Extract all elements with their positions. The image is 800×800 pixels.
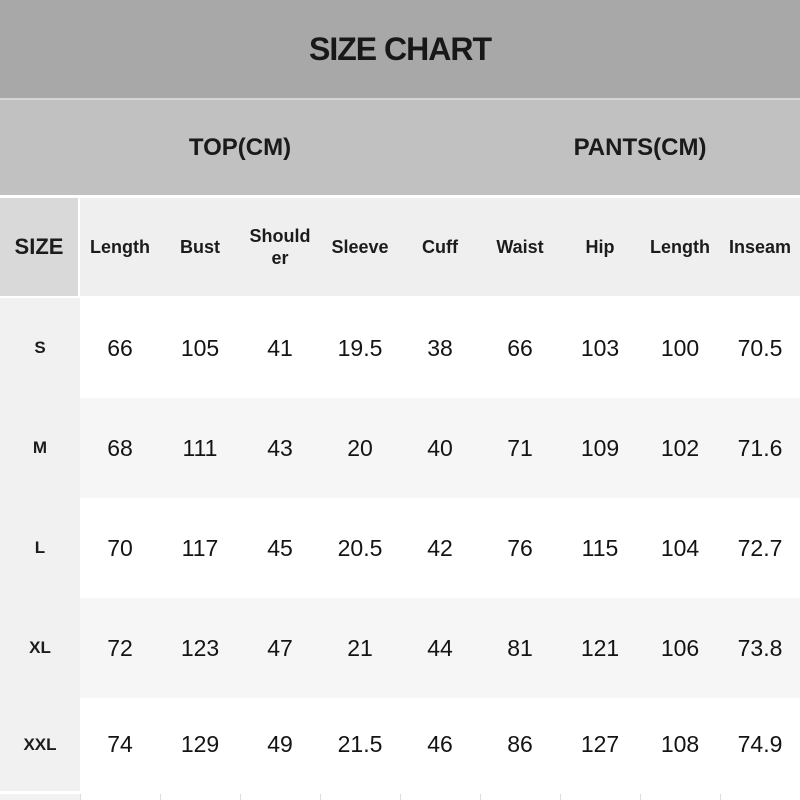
- header-cell-hip: Hip: [560, 198, 640, 296]
- value-cell: 70: [80, 498, 160, 598]
- value-cell: 104: [640, 498, 720, 598]
- header-cell-size: SIZE: [0, 198, 80, 296]
- value-cell: 127: [560, 698, 640, 791]
- page-title: SIZE CHART: [309, 30, 492, 67]
- header-cell-length: Length: [640, 198, 720, 296]
- header-label: Waist: [496, 236, 544, 257]
- cutoff-cell: [320, 794, 400, 800]
- value-cell: 44: [400, 598, 480, 698]
- header-cell-waist: Waist: [480, 198, 560, 296]
- header-label: Shoulder: [249, 225, 311, 269]
- value-cell: 70.5: [720, 298, 800, 398]
- value-cell: 129: [160, 698, 240, 791]
- cutoff-cell: [480, 794, 560, 800]
- value-cell: 47: [240, 598, 320, 698]
- cutoff-cell: [0, 794, 80, 800]
- cutoff-cell: [400, 794, 480, 800]
- value-cell: 81: [480, 598, 560, 698]
- value-cell: 123: [160, 598, 240, 698]
- table-row-xl: XL 72 123 47 21 44 81 121 106 73.8: [0, 598, 800, 698]
- value-cell: 20.5: [320, 498, 400, 598]
- band-divider: [0, 98, 800, 100]
- value-cell: 117: [160, 498, 240, 598]
- value-cell: 111: [160, 398, 240, 498]
- header-label: Hip: [585, 236, 615, 257]
- value-cell: 21.5: [320, 698, 400, 791]
- value-cell: 102: [640, 398, 720, 498]
- value-cell: 103: [560, 298, 640, 398]
- value-cell: 71: [480, 398, 560, 498]
- cutoff-cell: [160, 794, 240, 800]
- header-label: Inseam: [728, 236, 792, 257]
- value-cell: 66: [80, 298, 160, 398]
- size-label: L: [0, 498, 80, 598]
- separator: [0, 791, 800, 794]
- value-cell: 41: [240, 298, 320, 398]
- header-cell-cuff: Cuff: [400, 198, 480, 296]
- value-cell: 66: [480, 298, 560, 398]
- table-row-s: S 66 105 41 19.5 38 66 103 100 70.5: [0, 298, 800, 398]
- size-label: M: [0, 398, 80, 498]
- size-label: XXL: [0, 698, 80, 791]
- cutoff-cell: [640, 794, 720, 800]
- cutoff-cell: [560, 794, 640, 800]
- size-label: S: [0, 298, 80, 398]
- header-cell-shoulder: Shoulder: [240, 198, 320, 296]
- header-cell-sleeve: Sleeve: [320, 198, 400, 296]
- value-cell: 109: [560, 398, 640, 498]
- value-cell: 86: [480, 698, 560, 791]
- value-cell: 45: [240, 498, 320, 598]
- value-cell: 21: [320, 598, 400, 698]
- value-cell: 74: [80, 698, 160, 791]
- cutoff-next-row: [0, 794, 800, 800]
- cutoff-cell: [240, 794, 320, 800]
- value-cell: 40: [400, 398, 480, 498]
- table-header-row: SIZE Length Bust Shoulder Sleeve Cuff Waist Hip…: [0, 198, 800, 296]
- separator: [0, 296, 800, 298]
- separator: [0, 195, 800, 198]
- value-cell: 68: [80, 398, 160, 498]
- title-band: SIZE CHART: [0, 0, 800, 98]
- cutoff-cell: [80, 794, 160, 800]
- group-header-band: TOP(CM) PANTS(CM): [0, 100, 800, 195]
- value-cell: 72.7: [720, 498, 800, 598]
- value-cell: 49: [240, 698, 320, 791]
- group-header-top: TOP(CM): [188, 133, 292, 161]
- value-cell: 72: [80, 598, 160, 698]
- value-cell: 71.6: [720, 398, 800, 498]
- value-cell: 115: [560, 498, 640, 598]
- value-cell: 74.9: [720, 698, 800, 791]
- header-label: Length: [650, 236, 710, 257]
- size-label: XL: [0, 598, 80, 698]
- value-cell: 76: [480, 498, 560, 598]
- table-body: S 66 105 41 19.5 38 66 103 100 70.5 M 68 111 43 20 40 71…: [0, 298, 800, 791]
- table-row-m: M 68 111 43 20 40 71 109 102 71.6: [0, 398, 800, 498]
- value-cell: 43: [240, 398, 320, 498]
- group-header-pants: PANTS(CM): [573, 133, 707, 161]
- value-cell: 100: [640, 298, 720, 398]
- header-cell-inseam: Inseam: [720, 198, 800, 296]
- value-cell: 73.8: [720, 598, 800, 698]
- header-cell-bust: Bust: [160, 198, 240, 296]
- header-label: Cuff: [422, 236, 458, 257]
- table-row-l: L 70 117 45 20.5 42 76 115 104 72.7: [0, 498, 800, 598]
- value-cell: 106: [640, 598, 720, 698]
- header-label: Bust: [180, 236, 220, 257]
- header-cell-length: Length: [80, 198, 160, 296]
- value-cell: 20: [320, 398, 400, 498]
- header-label: Sleeve: [331, 236, 389, 257]
- cutoff-cell: [720, 794, 800, 800]
- value-cell: 108: [640, 698, 720, 791]
- value-cell: 42: [400, 498, 480, 598]
- value-cell: 105: [160, 298, 240, 398]
- header-label: SIZE: [14, 234, 64, 260]
- value-cell: 46: [400, 698, 480, 791]
- header-label: Length: [90, 236, 150, 257]
- table-row-xxl: XXL 74 129 49 21.5 46 86 127 108 74.9: [0, 698, 800, 791]
- value-cell: 19.5: [320, 298, 400, 398]
- value-cell: 121: [560, 598, 640, 698]
- value-cell: 38: [400, 298, 480, 398]
